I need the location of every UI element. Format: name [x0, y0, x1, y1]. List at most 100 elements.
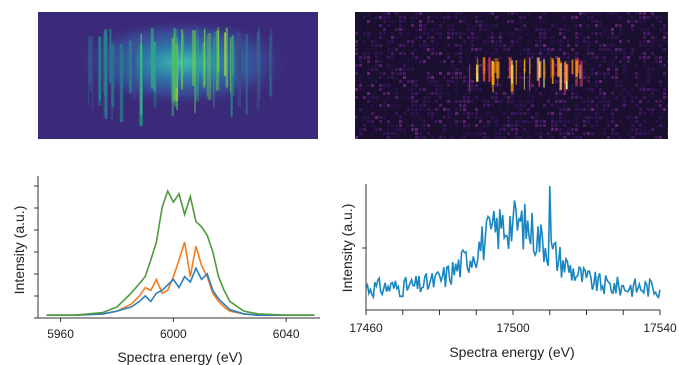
right-heatmap-pixel [531, 104, 534, 107]
right-heatmap-pixel [567, 56, 570, 59]
right-heatmap-pixel [507, 68, 510, 71]
right-heatmap-pixel [583, 120, 586, 123]
right-heatmap-pixel [439, 132, 442, 135]
left-heatmap-streak [176, 42, 178, 111]
right-x-tick-label: 17460 [349, 321, 383, 335]
right-heatmap-pixel [355, 40, 358, 43]
right-spectrometer-image [355, 12, 668, 139]
right-heatmap-pixel [575, 88, 578, 91]
right-heatmap-pixel [527, 108, 530, 111]
right-heatmap-pixel [407, 124, 410, 127]
right-heatmap-pixel [439, 24, 442, 27]
left-heatmap-streak [153, 41, 156, 92]
right-heatmap-pixel [355, 24, 358, 27]
right-heatmap-pixel [607, 72, 610, 75]
right-heatmap-pixel [519, 84, 522, 87]
right-heatmap-streak [488, 57, 491, 82]
right-heatmap-pixel [391, 104, 394, 107]
right-heatmap-pixel [427, 64, 430, 67]
right-heatmap-pixel [411, 60, 414, 63]
right-heatmap-pixel [479, 92, 482, 95]
right-heatmap-pixel [427, 108, 430, 111]
right-heatmap-pixel [447, 24, 450, 27]
right-heatmap-pixel [539, 132, 542, 135]
right-heatmap-pixel [487, 104, 490, 107]
right-heatmap-pixel [659, 60, 662, 63]
right-heatmap-pixel [511, 136, 514, 139]
right-heatmap-pixel [363, 32, 366, 35]
right-heatmap-pixel [507, 12, 510, 15]
right-heatmap-pixel [519, 44, 522, 47]
right-heatmap-streak [551, 58, 554, 84]
right-heatmap-pixel [607, 28, 610, 31]
right-heatmap-pixel [435, 32, 438, 35]
right-heatmap-pixel [559, 40, 562, 43]
right-heatmap-pixel [495, 40, 498, 43]
right-heatmap-pixel [587, 24, 590, 27]
right-heatmap-pixel [375, 16, 378, 19]
right-heatmap-pixel [403, 108, 406, 111]
right-heatmap-pixel [527, 56, 530, 59]
right-heatmap-pixel [531, 44, 534, 47]
right-heatmap-pixel [415, 48, 418, 51]
right-heatmap-pixel [575, 40, 578, 43]
right-heatmap-pixel [411, 56, 414, 59]
right-heatmap-pixel [479, 80, 482, 83]
right-heatmap-pixel [663, 32, 666, 35]
right-heatmap-pixel [543, 124, 546, 127]
right-heatmap-pixel [383, 12, 386, 15]
right-heatmap-pixel [447, 36, 450, 39]
right-heatmap-pixel [423, 100, 426, 103]
left-heatmap-streak [89, 36, 93, 92]
right-heatmap-pixel [583, 20, 586, 23]
right-heatmap-pixel [571, 120, 574, 123]
right-heatmap-pixel [383, 40, 386, 43]
right-heatmap-pixel [419, 12, 422, 15]
right-heatmap-pixel [391, 116, 394, 119]
right-heatmap-pixel [411, 16, 414, 19]
right-heatmap-pixel [515, 40, 518, 43]
right-heatmap-pixel [391, 52, 394, 55]
right-heatmap-pixel [395, 36, 398, 39]
right-heatmap-pixel [511, 92, 514, 95]
right-heatmap-pixel [471, 88, 474, 91]
right-heatmap-pixel [587, 36, 590, 39]
right-heatmap-pixel [611, 92, 614, 95]
right-heatmap-pixel [583, 124, 586, 127]
right-heatmap-pixel [403, 84, 406, 87]
right-heatmap-pixel [443, 20, 446, 23]
right-heatmap-pixel [391, 72, 394, 75]
right-heatmap-pixel [491, 112, 494, 115]
right-heatmap-pixel [415, 36, 418, 39]
right-heatmap-pixel [411, 40, 414, 43]
right-heatmap-pixel [359, 132, 362, 135]
right-heatmap-pixel [643, 84, 646, 87]
right-heatmap-pixel [471, 44, 474, 47]
right-heatmap-pixel [379, 84, 382, 87]
right-heatmap-pixel [607, 48, 610, 51]
right-heatmap-pixel [591, 68, 594, 71]
right-heatmap-pixel [659, 16, 662, 19]
right-heatmap-pixel [495, 132, 498, 135]
right-heatmap-pixel [355, 32, 358, 35]
right-heatmap-pixel [655, 60, 658, 63]
right-heatmap-pixel [619, 36, 622, 39]
right-heatmap-pixel [387, 96, 390, 99]
right-heatmap-pixel [599, 80, 602, 83]
right-heatmap-pixel [639, 28, 642, 31]
right-heatmap-pixel [403, 24, 406, 27]
right-heatmap-pixel [555, 64, 558, 67]
right-heatmap-pixel [435, 84, 438, 87]
right-heatmap-streak [515, 60, 517, 85]
right-heatmap-pixel [471, 80, 474, 83]
left-heatmap-streak [140, 33, 142, 115]
right-heatmap-pixel [567, 52, 570, 55]
right-heatmap-pixel [567, 28, 570, 31]
right-heatmap-pixel [399, 124, 402, 127]
right-heatmap-pixel [479, 68, 482, 71]
right-heatmap-pixel [511, 96, 514, 99]
right-heatmap-pixel [587, 136, 590, 139]
right-heatmap-pixel [583, 72, 586, 75]
right-heatmap-pixel [587, 32, 590, 35]
right-series-lines [365, 185, 661, 300]
